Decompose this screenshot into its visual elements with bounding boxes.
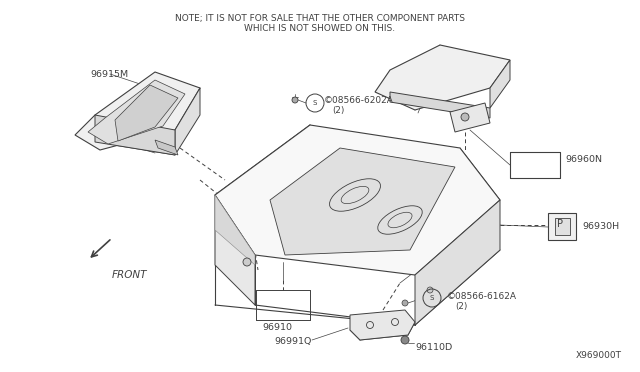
Text: ©08566-6202A: ©08566-6202A <box>324 96 394 105</box>
Polygon shape <box>215 195 255 305</box>
Polygon shape <box>555 218 570 235</box>
Polygon shape <box>75 72 200 150</box>
Text: FRONT: FRONT <box>112 270 147 280</box>
Text: 96110D: 96110D <box>415 343 452 352</box>
Text: 96910: 96910 <box>262 323 292 332</box>
Text: S: S <box>430 295 434 301</box>
Text: ©08566-6162A: ©08566-6162A <box>447 292 517 301</box>
Text: (2): (2) <box>332 106 344 115</box>
Polygon shape <box>88 80 185 144</box>
Text: 96930H: 96930H <box>582 222 619 231</box>
Circle shape <box>427 287 433 293</box>
Polygon shape <box>155 140 178 155</box>
Text: 96991Q: 96991Q <box>275 337 312 346</box>
Text: 96915M: 96915M <box>90 70 128 79</box>
Polygon shape <box>115 85 178 141</box>
Circle shape <box>401 336 409 344</box>
Text: WHICH IS NOT SHOWED ON THIS.: WHICH IS NOT SHOWED ON THIS. <box>244 24 396 33</box>
Circle shape <box>461 113 469 121</box>
Polygon shape <box>375 45 510 110</box>
Polygon shape <box>450 103 490 132</box>
Polygon shape <box>270 148 455 255</box>
Polygon shape <box>350 310 415 340</box>
Polygon shape <box>215 195 255 265</box>
Polygon shape <box>490 60 510 108</box>
Circle shape <box>402 300 408 306</box>
Polygon shape <box>95 115 175 155</box>
Polygon shape <box>548 213 576 240</box>
Polygon shape <box>215 125 500 275</box>
Text: (2): (2) <box>455 302 467 311</box>
Text: NOTE; IT IS NOT FOR SALE THAT THE OTHER COMPONENT PARTS: NOTE; IT IS NOT FOR SALE THAT THE OTHER … <box>175 14 465 23</box>
Circle shape <box>292 97 298 103</box>
Text: X969000T: X969000T <box>576 351 622 360</box>
Polygon shape <box>175 88 200 155</box>
Polygon shape <box>390 92 490 118</box>
Text: 96960N: 96960N <box>565 155 602 164</box>
Circle shape <box>243 258 251 266</box>
Text: P: P <box>557 219 563 229</box>
Polygon shape <box>415 200 500 325</box>
Text: S: S <box>313 100 317 106</box>
